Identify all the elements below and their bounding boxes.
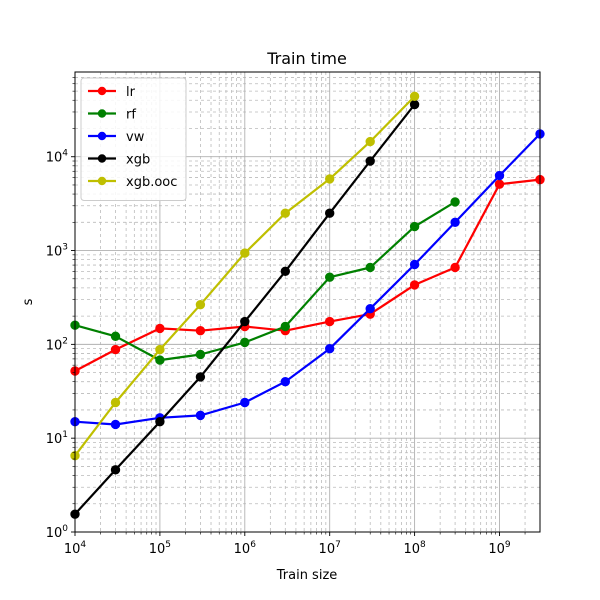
data-point-rf	[365, 262, 375, 273]
data-point-xgb	[240, 316, 250, 327]
data-point-xgb-ooc	[195, 299, 206, 310]
data-point-rf	[324, 272, 335, 282]
legend-swatch-marker	[97, 176, 107, 186]
x-tick-label: 109	[488, 540, 511, 557]
data-point-rf	[240, 337, 250, 348]
data-point-rf	[110, 331, 121, 341]
data-point-vw	[494, 170, 505, 181]
data-point-xgb	[110, 465, 121, 475]
data-point-vw	[450, 217, 460, 228]
legend-item-vw: vw	[88, 130, 145, 145]
data-point-vw	[195, 410, 206, 421]
legend-label: xgb	[126, 153, 150, 168]
data-point-rf	[409, 221, 420, 232]
x-tick-label: 105	[149, 540, 171, 557]
legend-item-lr: lr	[88, 85, 136, 100]
data-point-xgb	[409, 99, 420, 110]
y-tick-label: 100	[46, 524, 69, 541]
series-xgb-ooc	[70, 91, 420, 461]
data-point-vw	[365, 303, 375, 314]
x-tick-label: 108	[403, 540, 426, 557]
data-point-lr	[409, 280, 420, 290]
legend-swatch-marker	[97, 109, 107, 118]
data-point-rf	[280, 321, 291, 332]
x-axis-label: Train size	[276, 568, 338, 583]
tick-labels: 104 105 106 107 108 109 100 101 102 103 104	[46, 149, 511, 557]
data-point-vw	[280, 376, 291, 387]
data-point-lr	[324, 316, 335, 327]
data-point-vw	[409, 259, 420, 270]
data-point-lr	[155, 323, 165, 334]
data-point-rf	[450, 197, 460, 207]
legend-item-xgb: xgb	[88, 153, 150, 168]
data-point-xgb	[365, 156, 375, 166]
legend-box	[80, 77, 187, 201]
series-line-lr	[74, 178, 541, 372]
plot-frame	[74, 71, 541, 533]
data-point-lr	[450, 262, 460, 273]
data-point-rf	[155, 355, 165, 365]
y-tick-label: 104	[46, 149, 69, 166]
legend-label: rf	[126, 108, 136, 123]
series-rf	[70, 197, 460, 365]
chart-title: Train time	[266, 49, 347, 68]
legend-label: xgb.ooc	[126, 175, 177, 190]
data-point-xgb	[155, 416, 165, 427]
legend: lr rf vw xgb xgb.ooc	[80, 77, 187, 201]
data-point-xgb	[195, 372, 206, 382]
legend-item-rf: rf	[88, 108, 136, 123]
series-line-rf	[74, 200, 456, 362]
data-point-lr	[195, 325, 206, 336]
y-tick-label: 102	[46, 336, 68, 353]
ticks-layer	[71, 77, 526, 536]
data-point-vw	[110, 419, 121, 430]
legend-label: lr	[126, 85, 136, 100]
data-point-xgb-ooc	[240, 248, 250, 258]
minor-grid	[75, 72, 540, 532]
legend-item-xgb-ooc: xgb.ooc	[88, 175, 177, 190]
legend-swatch-marker	[97, 131, 107, 141]
x-tick-label: 107	[319, 540, 341, 557]
series-layer	[70, 91, 545, 519]
y-tick-label: 103	[46, 243, 68, 260]
data-point-xgb-ooc	[409, 91, 420, 102]
data-point-xgb-ooc	[365, 136, 375, 147]
y-tick-label: 101	[46, 430, 68, 447]
data-point-xgb-ooc	[280, 208, 291, 218]
data-point-lr	[494, 179, 505, 189]
data-point-rf	[195, 349, 206, 360]
data-point-xgb-ooc	[324, 174, 335, 184]
data-point-xgb	[324, 208, 335, 218]
x-tick-label: 106	[234, 540, 257, 557]
y-axis-label: s	[21, 298, 36, 305]
legend-swatch-marker	[97, 154, 107, 163]
series-line-vw	[74, 133, 541, 426]
x-tick-label: 104	[64, 540, 87, 557]
data-point-xgb-ooc	[110, 397, 121, 408]
legend-swatch-marker	[97, 86, 107, 96]
data-point-lr	[110, 344, 121, 355]
data-point-xgb-ooc	[155, 344, 165, 355]
data-point-vw	[324, 343, 335, 354]
data-point-xgb	[280, 266, 291, 277]
data-point-vw	[240, 397, 250, 408]
legend-label: vw	[126, 130, 145, 145]
